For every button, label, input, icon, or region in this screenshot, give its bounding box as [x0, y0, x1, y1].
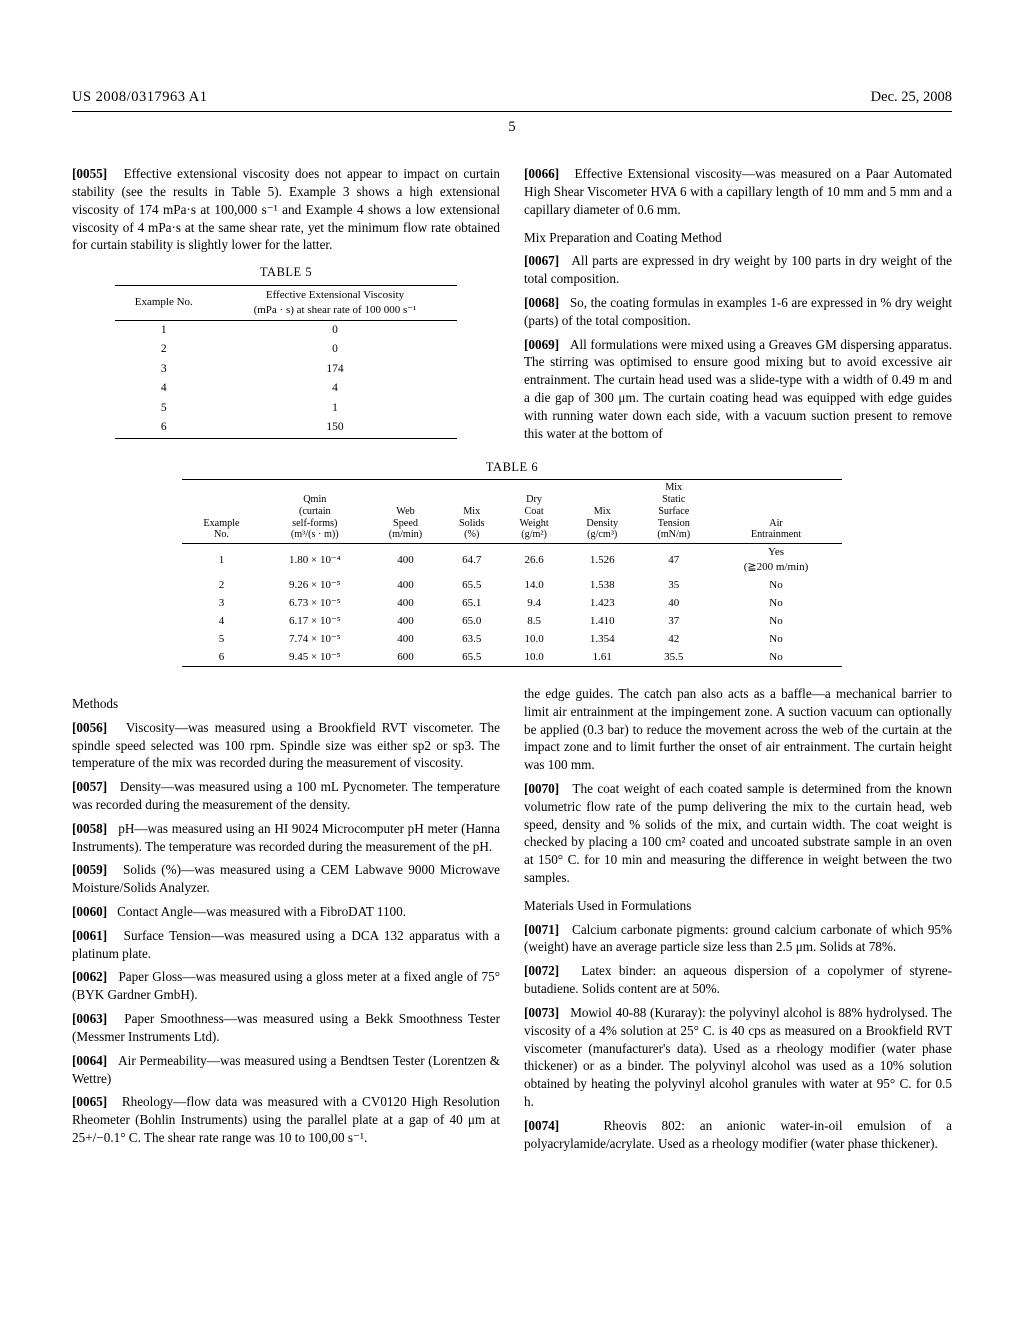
para-0064: [0064] Air Permeability—was measured usi…: [72, 1052, 500, 1088]
lower-columns: Methods [0056] Viscosity—was measured us…: [72, 685, 952, 1159]
upper-columns: [0055] Effective extensional viscosity d…: [72, 165, 952, 448]
t5h1: Example No.: [115, 286, 213, 321]
col-left-lower: Methods [0056] Viscosity—was measured us…: [72, 685, 500, 1159]
table6: Example No. Qmin (curtain self-forms) (m…: [182, 479, 842, 667]
para-0074: [0074] Rheovis 802: an anionic water-in-…: [524, 1117, 952, 1153]
col-right-lower: the edge guides. The catch pan also acts…: [524, 685, 952, 1159]
t: Effective extensional viscosity does not…: [72, 166, 500, 252]
para-0073: [0073] Mowiol 40-88 (Kuraray): the polyv…: [524, 1004, 952, 1111]
pn: [0055]: [72, 166, 107, 181]
para-0061: [0061] Surface Tension—was measured usin…: [72, 927, 500, 963]
para-0059: [0059] Solids (%)—was measured using a C…: [72, 861, 500, 897]
para-0056: [0056] Viscosity—was measured using a Br…: [72, 719, 500, 772]
table5: Example No.Effective Extensional Viscosi…: [115, 285, 457, 439]
para-0062: [0062] Paper Gloss—was measured using a …: [72, 968, 500, 1004]
para-0057: [0057] Density—was measured using a 100 …: [72, 778, 500, 814]
para-0055: [0055] Effective extensional viscosity d…: [72, 165, 500, 254]
page: US 2008/0317963 A1 Dec. 25, 2008 5 [0055…: [0, 0, 1024, 1198]
para-0070: [0070] The coat weight of each coated sa…: [524, 780, 952, 887]
header-pub-number: US 2008/0317963 A1: [72, 88, 208, 108]
table5-caption: TABLE 5: [72, 264, 500, 281]
table6-wrap: TABLE 6 Example No. Qmin (curtain self-f…: [72, 459, 952, 667]
para-0058: [0058] pH—was measured using an HI 9024 …: [72, 820, 500, 856]
col-left-upper: [0055] Effective extensional viscosity d…: [72, 165, 500, 448]
para-0065: [0065] Rheology—flow data was measured w…: [72, 1093, 500, 1146]
para-0069: [0069] All formulations were mixed using…: [524, 336, 952, 443]
para-0060: [0060] Contact Angle—was measured with a…: [72, 903, 500, 921]
para-0067: [0067] All parts are expressed in dry we…: [524, 252, 952, 288]
col-right-upper: [0066] Effective Extensional viscosity—w…: [524, 165, 952, 448]
para-0063: [0063] Paper Smoothness—was measured usi…: [72, 1010, 500, 1046]
methods-heading: Methods: [72, 695, 500, 713]
para-cont: the edge guides. The catch pan also acts…: [524, 685, 952, 774]
header-date: Dec. 25, 2008: [871, 88, 952, 108]
page-number: 5: [72, 118, 952, 138]
para-0072: [0072] Latex binder: an aqueous dispersi…: [524, 962, 952, 998]
t5h2: Effective Extensional Viscosity(mPa · s)…: [213, 286, 457, 321]
mix-heading: Mix Preparation and Coating Method: [524, 229, 952, 247]
table6-caption: TABLE 6: [182, 459, 842, 476]
para-0071: [0071] Calcium carbonate pigments: groun…: [524, 921, 952, 957]
page-header: US 2008/0317963 A1 Dec. 25, 2008: [72, 88, 952, 112]
materials-heading: Materials Used in Formulations: [524, 897, 952, 915]
para-0066: [0066] Effective Extensional viscosity—w…: [524, 165, 952, 218]
para-0068: [0068] So, the coating formulas in examp…: [524, 294, 952, 330]
